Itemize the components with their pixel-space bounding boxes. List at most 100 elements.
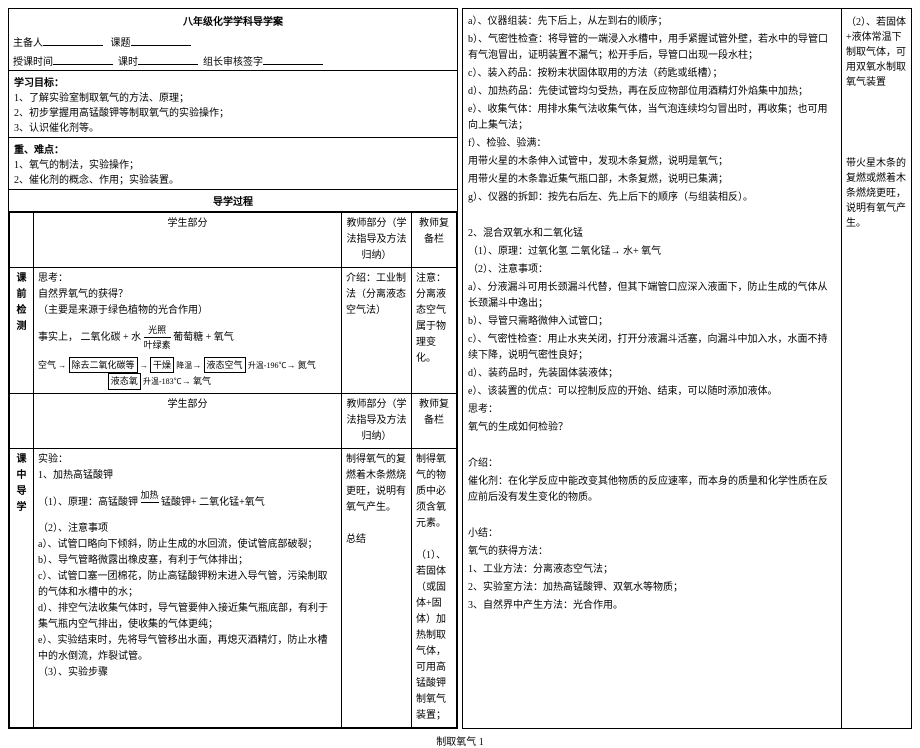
precheck-label: 课前检测 xyxy=(10,268,34,394)
right-main: a）、仪器组装：先下后上，从左到右的顺序； b）、气密性检查：将导管的一端浸入水… xyxy=(463,9,841,728)
flow-n2: 液态空气 xyxy=(204,357,246,373)
goals-section: 学习目标： 1、了解实验室制取氧气的方法、原理； 2、初步掌握用高锰酸钾等制取氧… xyxy=(9,70,457,137)
sec2-nd: d）、装药品时，先装固体装液体； xyxy=(468,366,836,382)
note-d: d）、排空气法收集气体时，导气管要伸入接近集气瓶底部，有利于集气瓶内空气排出，使… xyxy=(38,601,337,633)
flow-n1: 干燥 xyxy=(150,357,174,373)
principle-label: （1）、原理：高锰酸钾 xyxy=(38,497,138,508)
flow-n5: 氧气 xyxy=(193,376,211,386)
eq-left: 二氧化碳 + 水 xyxy=(81,332,142,343)
process-table: 学生部分 教师部分（学法指导及方法归纳） 教师复备栏 课前检测 思考： 自然界氧… xyxy=(9,212,457,728)
precheck-remark: 注意：分离液态空气属于物理变化。 xyxy=(412,268,457,394)
step1: 1、加热高锰酸钾 xyxy=(38,468,337,484)
ra-0: a）、仪器组装：先下后上，从左到右的顺序； xyxy=(468,14,836,30)
flow-n0: 除去二氧化碳等 xyxy=(69,357,138,373)
ra-1: b）、气密性检查：将导管的一端浸入水槽中，用手紧握试管外壁，若水中的导管口有气泡… xyxy=(468,32,836,64)
ra-4: e）、收集气体：用排水集气法收集气体，当气泡连续均匀冒出时，再收集；也可用向上集… xyxy=(468,102,836,134)
host-blank xyxy=(43,45,103,46)
think2: 思考： xyxy=(468,402,836,418)
blank2 xyxy=(10,393,34,448)
side-note2: 带火星木条的复燃或燃着木条燃烧更旺，说明有氧气产生。 xyxy=(846,154,907,229)
sum-2: 2、实验室方法：加热高锰酸钾、双氧水等物质； xyxy=(468,580,836,596)
sec2-ne: e）、该装置的优点：可以控制反应的开始、结束，可以随时添加液体。 xyxy=(468,384,836,400)
q1-note: （主要是来源于绿色植物的光合作用） xyxy=(38,303,337,319)
time-label: 授课时间 xyxy=(13,53,53,68)
summary-title: 氧气的获得方法： xyxy=(468,544,836,560)
intro: 介绍： xyxy=(468,456,836,472)
flow-start: 空气 xyxy=(38,360,56,370)
note-a: a）、试管口略向下倾斜，防止生成的水回流，使试管底部破裂； xyxy=(38,537,337,553)
ra-7: 用带火星的木条靠近集气瓶口部，木条复燃，说明已集满； xyxy=(468,172,836,188)
think-q: 氧气的生成如何检验？ xyxy=(468,420,836,436)
focus-section: 重、难点： 1、氧气的制法，实验操作； 2、催化剂的概念、作用；实验装置。 xyxy=(9,137,457,189)
summary-header: 小结： xyxy=(468,526,836,542)
right-side: （2）、若固体+液体常温下制取气体，可用双氧水制取氧气装置 带火星木条的复燃或燃… xyxy=(841,9,911,728)
mid-remark: 制得氧气的物质中必须含氧元素。 （1）、若固体（或固体+固体）加热制取气体，可用… xyxy=(412,448,457,727)
flow-l2: 升温-183℃ xyxy=(143,377,182,386)
student-header: 学生部分 xyxy=(34,213,342,268)
goal-3: 3、认识催化剂等。 xyxy=(14,119,452,134)
blank-label xyxy=(10,213,34,268)
eq-condition: 光照 叶绿素 xyxy=(144,323,171,353)
side-note1: （2）、若固体+液体常温下制取气体，可用双氧水制取氧气装置 xyxy=(846,13,907,88)
ra-5: f）、检验、验满： xyxy=(468,136,836,152)
remark-header: 教师复备栏 xyxy=(412,213,457,268)
remark-header-2: 教师复备栏 xyxy=(412,393,457,448)
host-label: 主备人 xyxy=(13,34,43,49)
goal-1: 1、了解实验室制取氧气的方法、原理； xyxy=(14,89,452,104)
q1: 自然界氧气的获得？ xyxy=(38,287,337,303)
leader-blank xyxy=(263,64,323,65)
sec2-nc: c）、气密性检查：用止水夹关闭，打开分液漏斗活塞，向漏斗中加入水，水面不持续下降… xyxy=(468,332,836,364)
principle: （1）、原理：高锰酸钾 加热 锰酸钾+ 二氧化锰+氧气 xyxy=(38,484,337,522)
process-title: 导学过程 xyxy=(9,189,457,212)
time-blank xyxy=(53,64,113,65)
student-header-2: 学生部分 xyxy=(34,393,342,448)
flow-diagram: 空气 → 除去二氧化碳等 → 干燥 降温→ 液态空气 升温-196℃→ 氮气 液… xyxy=(38,357,337,390)
topic-label: 课题 xyxy=(111,34,131,49)
mid-teacher: 制得氧气的复燃着木条燃烧更旺，说明有氧气产生。 总结 xyxy=(342,448,412,727)
precheck-teacher: 介绍：工业制法（分离液态空气法） xyxy=(342,268,412,394)
sum-3: 3、自然界中产生方法：光合作用。 xyxy=(468,598,836,614)
doc-title: 八年级化学学科导学案 xyxy=(9,9,457,32)
exp-header: 实验： xyxy=(38,452,337,468)
note-b: b）、导气管略微露出橡皮塞，有利于气体排出； xyxy=(38,553,337,569)
note-c: c）、试管口塞一团棉花，防止高锰酸钾粉末进入导气管，污染制取的气体和水槽中的水； xyxy=(38,569,337,601)
teacher-header-2: 教师部分（学法指导及方法归纳） xyxy=(342,393,412,448)
mid-student: 实验： 1、加热高锰酸钾 （1）、原理：高锰酸钾 加热 锰酸钾+ 二氧化锰+氧气… xyxy=(34,448,342,727)
principle-right: 锰酸钾+ 二氧化锰+氧气 xyxy=(161,497,265,508)
sec2-notes-header: （2）、注意事项： xyxy=(468,262,836,278)
ra-3: d）、加热药品：先使试管均匀受热，再在反应物部位用酒精灯外焰集中加热； xyxy=(468,84,836,100)
flow-l0: 降温 xyxy=(176,361,192,370)
period-label: 课时 xyxy=(118,53,138,68)
precheck-student: 思考： 自然界氧气的获得？ （主要是来源于绿色植物的光合作用） 事实上， 二氧化… xyxy=(34,268,342,394)
ra-2: c）、装入药品：按粉末状固体取用的方法（药匙或纸槽）； xyxy=(468,66,836,82)
principle-cond-text: 加热 xyxy=(141,488,159,503)
sec2-na: a）、分液漏斗可用长颈漏斗代替，但其下端管口应深入液面下，防止生成的气体从长颈漏… xyxy=(468,280,836,312)
flow-n4: 液态氧 xyxy=(108,373,141,389)
eq-cond-top: 光照 xyxy=(144,323,171,338)
catalyst: 催化剂：在化学反应中能改变其他物质的反应速率，而本身的质量和化学性质在反应前后没… xyxy=(468,474,836,506)
mid-label: 课中导学 xyxy=(10,448,34,727)
step3: （3）、实验步骤 xyxy=(38,665,337,681)
sec2-principle: （1）、原理：过氧化氢 二氧化锰→ 水+ 氧气 xyxy=(468,244,836,260)
ra-6: 用带火星的木条伸入试管中，发现木条复燃，说明是氧气； xyxy=(468,154,836,170)
flow-n3: 氮气 xyxy=(298,360,316,370)
meta-row-1: 主备人 课题 xyxy=(9,32,457,51)
notes-header: （2）、注意事项 xyxy=(38,521,337,537)
eq-cond-bot: 叶绿素 xyxy=(144,338,171,352)
flow-l1: 升温-196℃ xyxy=(248,361,287,370)
goals-header: 学习目标： xyxy=(14,74,452,89)
principle-cond: 加热 xyxy=(141,488,159,518)
focus-1: 1、氧气的制法，实验操作； xyxy=(14,156,452,171)
sec2-header: 2、混合双氧水和二氧化锰 xyxy=(468,226,836,242)
eq-right: 葡萄糖 + 氧气 xyxy=(173,332,234,343)
page-footer: 制取氧气 1 xyxy=(8,729,912,748)
sum-1: 1、工业方法：分离液态空气法； xyxy=(468,562,836,578)
think-label: 思考： xyxy=(38,271,337,287)
sec2-nb: b）、导管只需略微伸入试管口； xyxy=(468,314,836,330)
equation: 事实上， 二氧化碳 + 水 光照 叶绿素 葡萄糖 + 氧气 xyxy=(38,319,337,357)
meta-row-2: 授课时间 课时 组长审核签字 xyxy=(9,51,457,70)
focus-2: 2、催化剂的概念、作用；实验装置。 xyxy=(14,171,452,186)
period-blank xyxy=(138,64,198,65)
ra-8: g）、仪器的拆卸：按先右后左、先上后下的顺序（与组装相反）。 xyxy=(468,190,836,206)
eq-prefix: 事实上， xyxy=(38,332,78,343)
